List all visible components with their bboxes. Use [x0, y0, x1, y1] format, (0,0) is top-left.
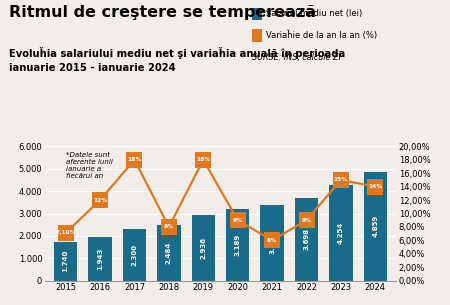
Text: 3.395: 3.395	[269, 231, 275, 254]
Text: 6%: 6%	[267, 238, 277, 243]
Text: 9%: 9%	[302, 218, 311, 223]
Text: 4.859: 4.859	[372, 215, 378, 237]
Bar	[295, 198, 318, 281]
Text: SURSE: INS, calcule ZF: SURSE: INS, calcule ZF	[252, 53, 343, 63]
Text: 9%: 9%	[233, 218, 243, 223]
Text: 18%: 18%	[127, 157, 142, 162]
Text: 8%: 8%	[164, 224, 174, 229]
Bar	[329, 185, 353, 281]
Text: ianuarie 2015 - ianuarie 2024: ianuarie 2015 - ianuarie 2024	[9, 63, 176, 73]
Text: 2.936: 2.936	[200, 237, 206, 259]
Text: 3.189: 3.189	[235, 234, 241, 256]
Bar	[54, 242, 77, 281]
Text: Variaȟie de la an la an (%): Variaȟie de la an la an (%)	[266, 30, 377, 40]
Text: Ritmul de creştere se temperează: Ritmul de creştere se temperează	[9, 5, 316, 20]
Bar	[226, 209, 249, 281]
Text: 1.740: 1.740	[63, 250, 69, 272]
Bar	[364, 172, 387, 281]
Bar	[88, 237, 112, 281]
Text: *Datele sunt
aferente lunii
ianuarie a
fiecărui an: *Datele sunt aferente lunii ianuarie a f…	[66, 152, 113, 179]
Text: 7,10%: 7,10%	[55, 231, 76, 235]
Bar	[261, 205, 284, 281]
Text: 2.300: 2.300	[131, 244, 137, 266]
Text: 2.484: 2.484	[166, 242, 172, 264]
Bar	[123, 229, 146, 281]
Bar	[192, 215, 215, 281]
Bar	[157, 225, 180, 281]
Text: Evoluȟia salariului mediu net şi variaȟia anuală în perioada: Evoluȟia salariului mediu net şi variaȟi…	[9, 47, 345, 59]
Text: 1.943: 1.943	[97, 248, 103, 270]
Text: Salariul mediu net (lei): Salariul mediu net (lei)	[266, 9, 362, 18]
Text: 14%: 14%	[368, 184, 382, 189]
Text: 3.698: 3.698	[304, 228, 310, 250]
Text: 15%: 15%	[334, 178, 348, 182]
Text: 12%: 12%	[93, 198, 107, 203]
Text: 18%: 18%	[196, 157, 211, 162]
Text: 4.254: 4.254	[338, 222, 344, 244]
